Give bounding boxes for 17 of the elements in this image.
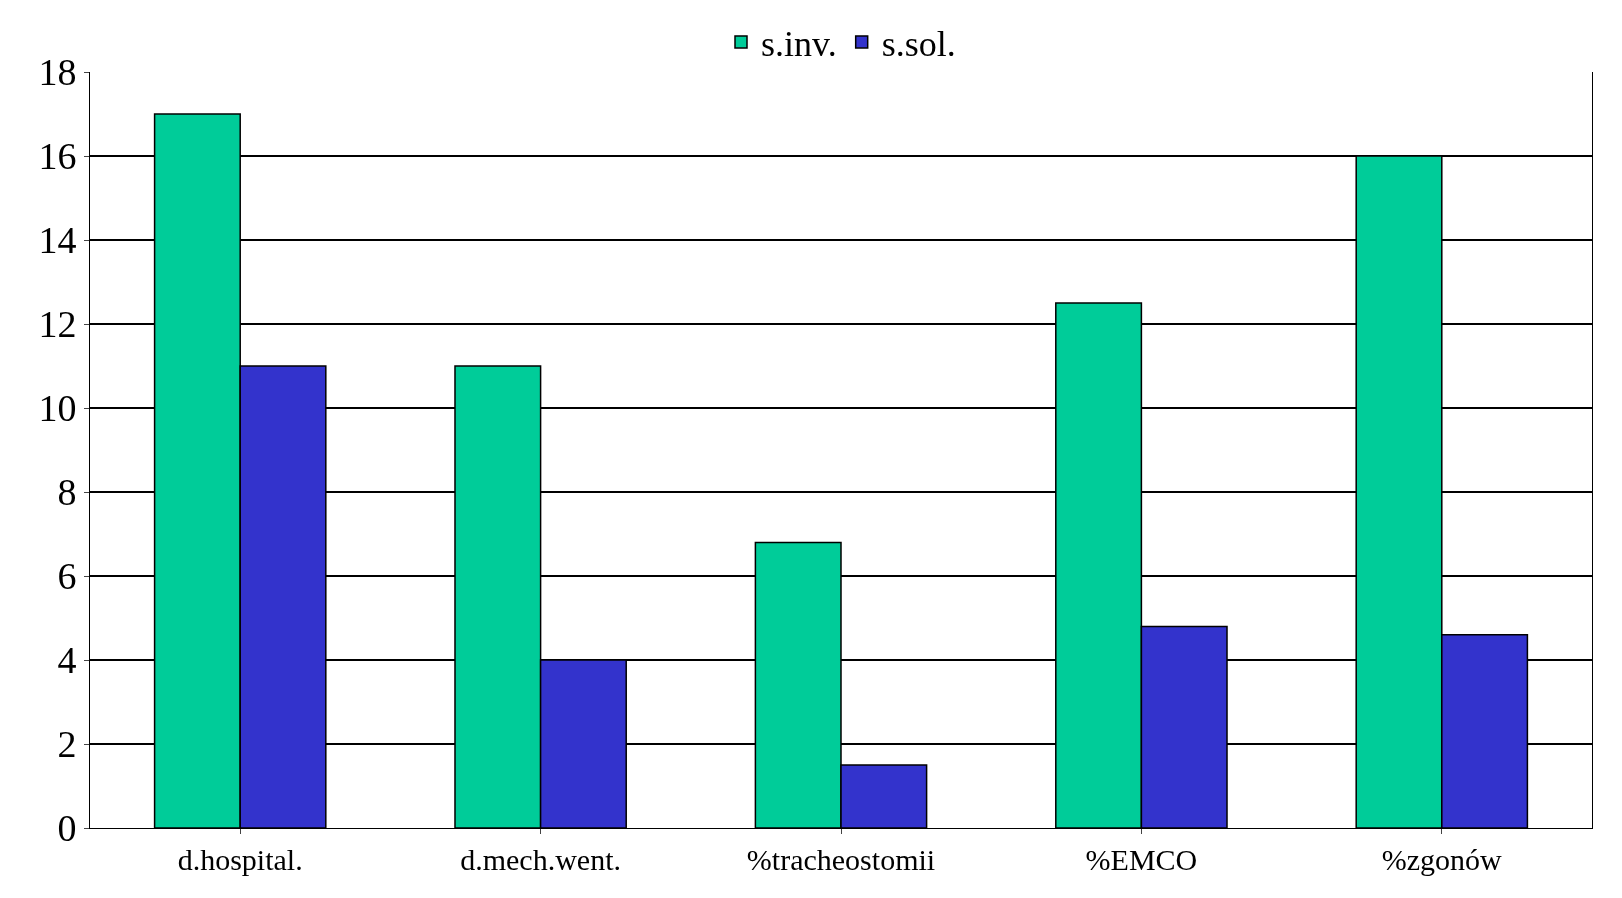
y-tick-label: 16	[38, 135, 77, 178]
y-tick-label: 18	[38, 51, 77, 94]
y-tick-label: 6	[57, 555, 77, 598]
x-tick-label: %tracheostomii	[746, 843, 936, 876]
x-tick-label: %zgonów	[1381, 843, 1503, 876]
legend-label: s.inv.	[761, 23, 837, 64]
y-tick-label: 10	[38, 387, 77, 430]
legend-label: s.sol.	[881, 23, 956, 64]
x-tick-label: d.mech.went.	[460, 843, 621, 876]
y-tick-label: 2	[57, 723, 77, 766]
y-tick-label: 0	[57, 807, 77, 850]
y-tick-label: 8	[57, 471, 77, 514]
x-tick-label: %EMCO	[1085, 843, 1198, 876]
y-tick-label: 4	[57, 639, 77, 682]
y-tick-label: 12	[38, 303, 77, 346]
y-tick-label: 14	[38, 219, 77, 262]
x-tick-label: d.hospital.	[177, 843, 303, 876]
